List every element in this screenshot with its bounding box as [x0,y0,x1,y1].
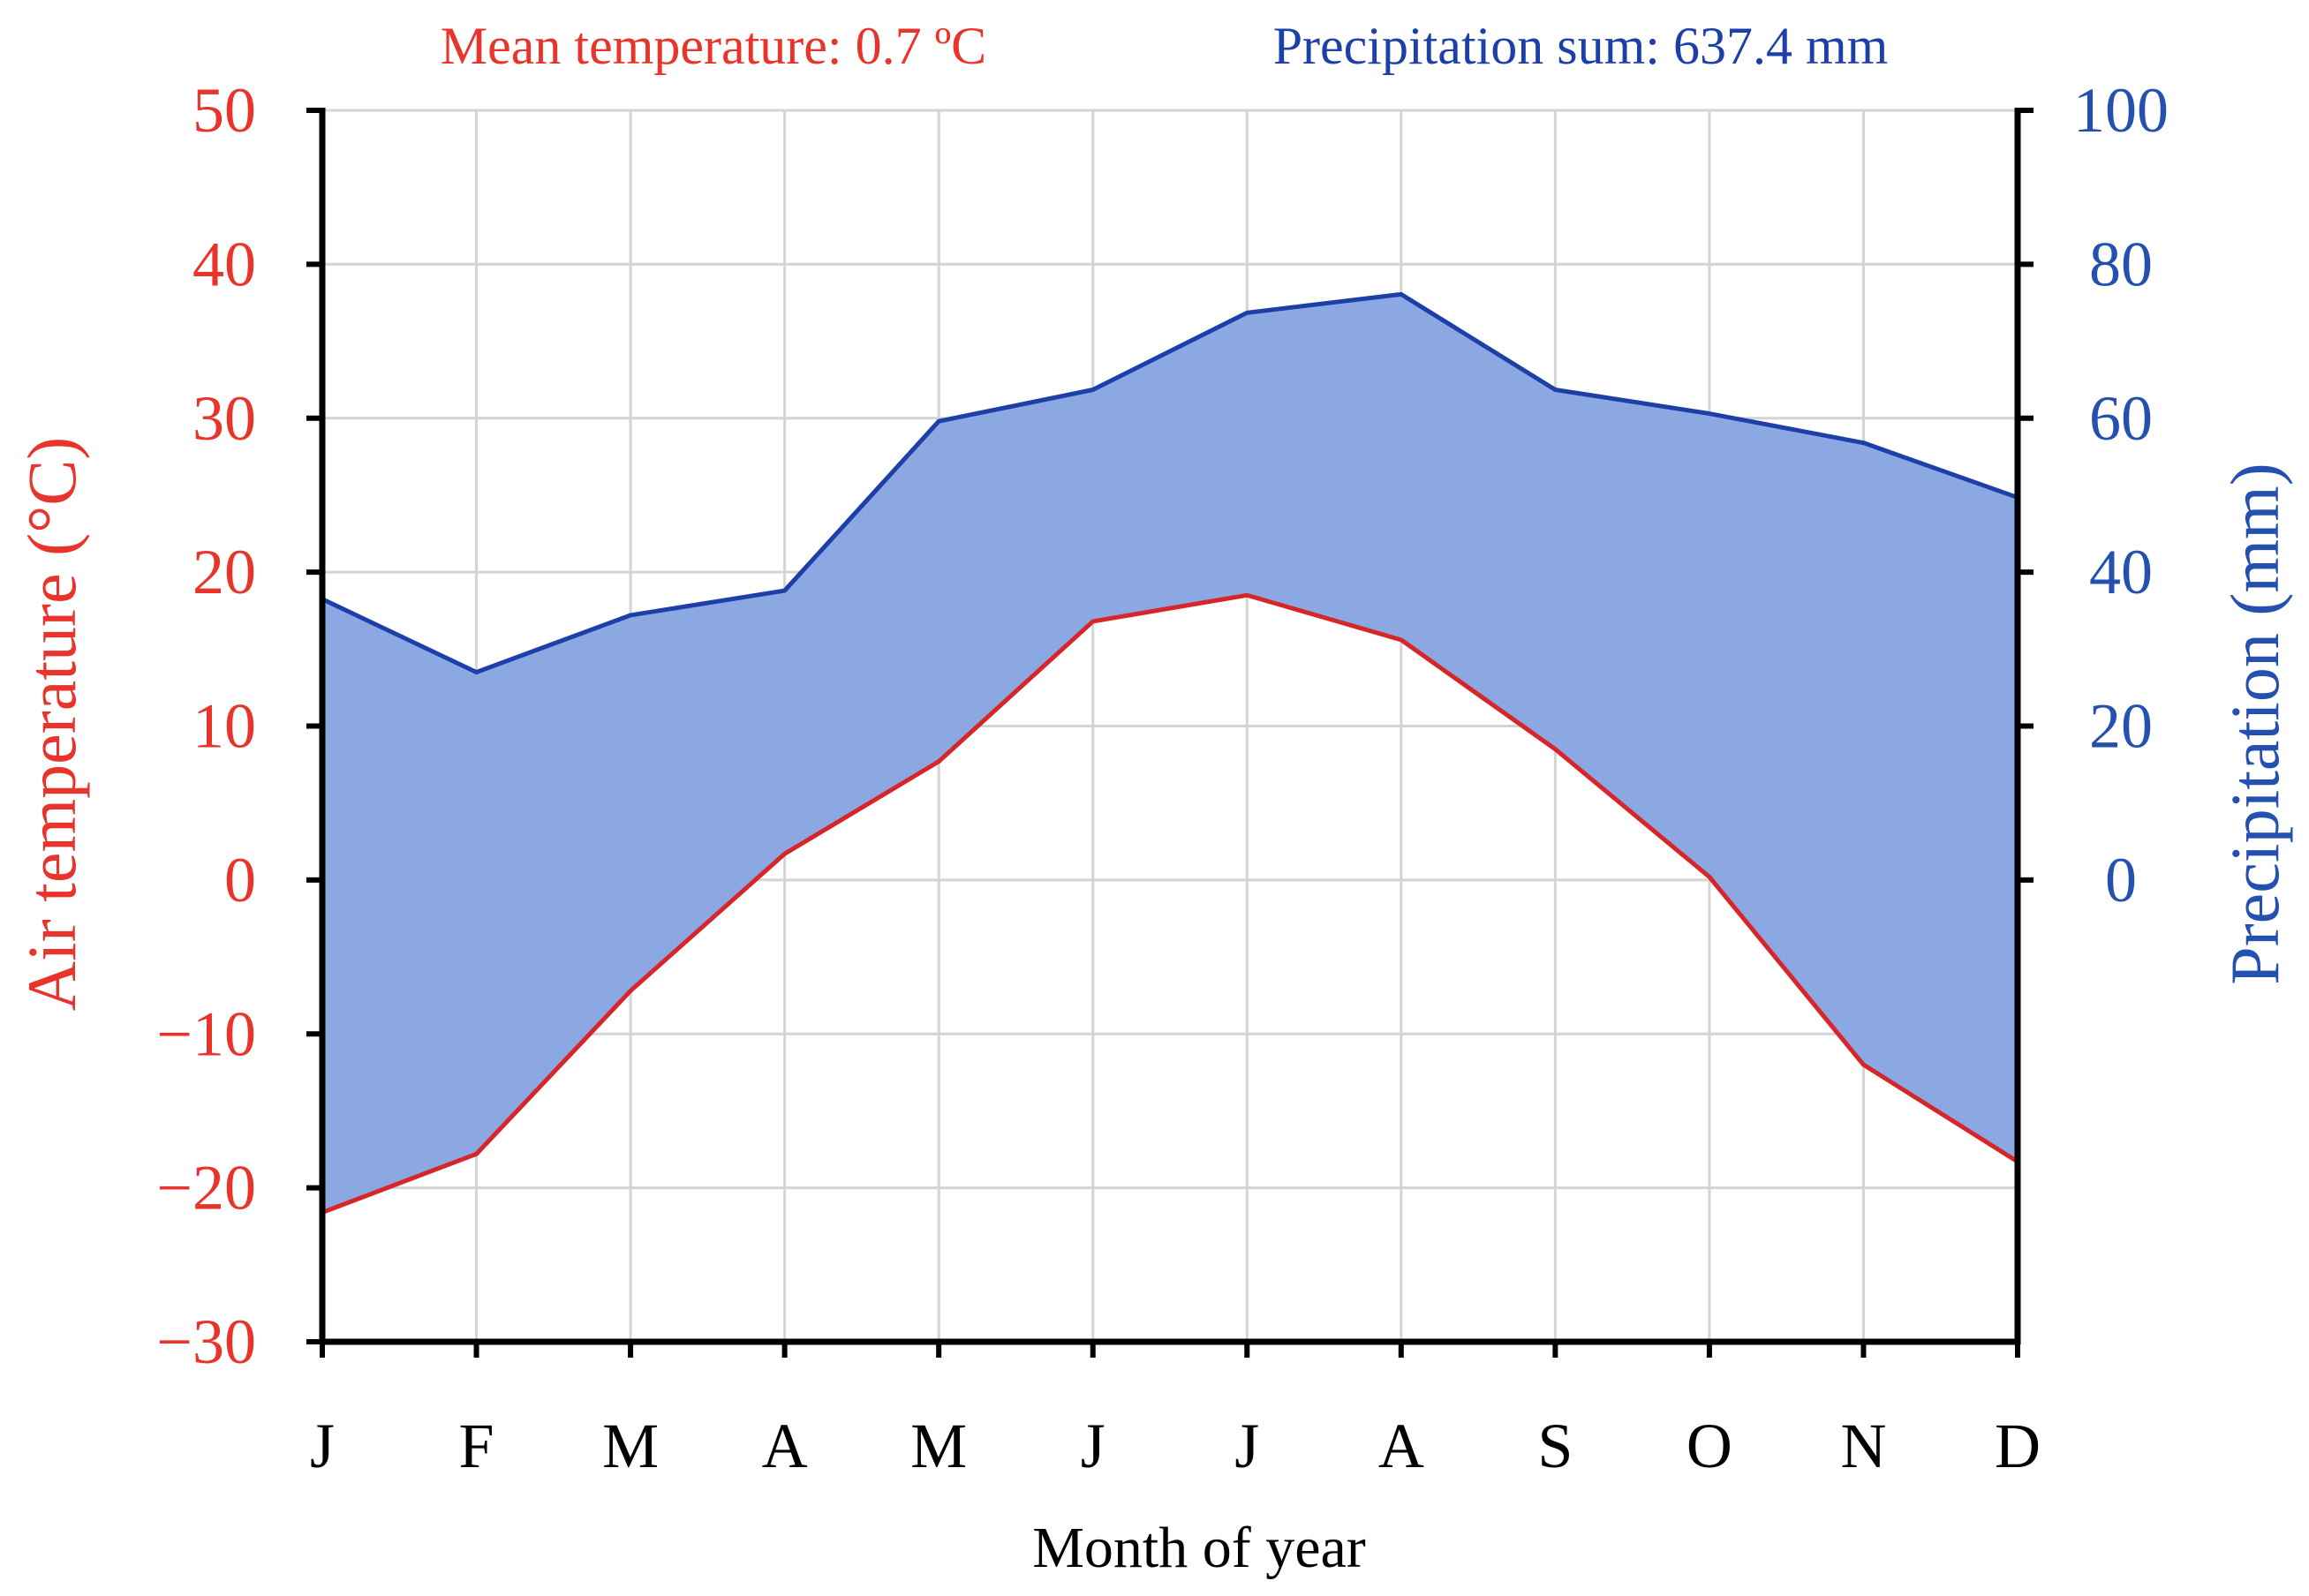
series-lines [321,291,2019,1215]
right-y-tick-label: 80 [2089,229,2153,299]
temperature-line [321,592,2019,1215]
left-y-tick-label: −30 [156,1306,256,1377]
x-tick-label: J [1234,1411,1259,1481]
x-tick-label: J [310,1411,335,1481]
right-y-tick-label: 0 [2105,845,2137,915]
right-y-tick-label: 40 [2089,537,2153,607]
x-tick-label: F [459,1411,494,1481]
x-tick-label: N [1840,1411,1886,1481]
x-tick-label: D [1995,1411,2041,1481]
left-y-tick-label: 20 [192,537,256,607]
x-tick-label: A [1378,1411,1424,1481]
left-y-tick-labels: 50 40 30 20 10 0 −10 −20 −30 [156,75,256,1377]
right-y-tick-labels: 100 80 60 40 20 0 [2073,75,2169,915]
left-y-tick-label: 40 [192,229,256,299]
left-y-axis-title: Air temperature (°C) [13,437,90,1012]
x-tick-label: S [1537,1411,1573,1481]
x-tick-label: M [602,1411,659,1481]
x-tick-label: J [1081,1411,1105,1481]
right-y-tick-label: 20 [2089,691,2153,762]
left-y-tick-label: 30 [192,383,256,454]
right-y-tick-label: 100 [2073,75,2169,146]
x-tick-label: O [1686,1411,1732,1481]
x-axis-title: Month of year [1032,1516,1366,1580]
precipitation-line [321,291,2018,674]
left-y-tick-label: 0 [224,845,256,915]
right-y-axis-title: Precipitation (mm) [2216,463,2293,984]
mean-temperature-label: Mean temperature: 0.7 ºC [441,17,986,75]
axes [306,108,2034,1358]
precipitation-sum-label: Precipitation sum: 637.4 mm [1273,17,1889,75]
left-y-tick-label: 10 [192,691,256,762]
left-y-tick-label: −20 [156,1153,256,1223]
left-y-tick-label: 50 [192,75,256,146]
right-y-tick-label: 60 [2089,383,2153,454]
x-tick-label: M [910,1411,967,1481]
left-y-tick-label: −10 [156,998,256,1069]
precipitation-temperature-area [322,294,2018,1213]
x-tick-label: A [762,1411,808,1481]
